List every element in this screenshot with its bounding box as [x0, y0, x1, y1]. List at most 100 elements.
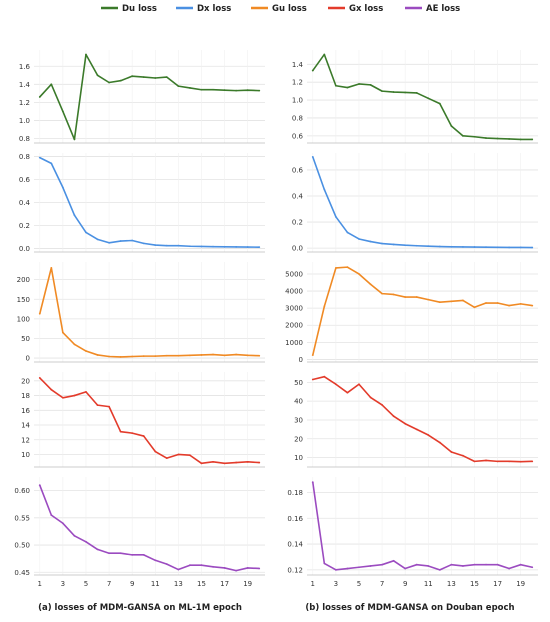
x-tick-label: 3	[334, 580, 338, 588]
data-point	[346, 231, 349, 234]
legend-item-ae-loss: AE loss	[405, 4, 460, 14]
data-point	[235, 569, 238, 572]
data-point	[404, 296, 407, 298]
y-tick-label: 0.12	[287, 566, 303, 574]
data-point	[154, 77, 157, 79]
data-point	[438, 301, 441, 304]
data-point	[96, 354, 99, 356]
data-point	[61, 186, 64, 189]
legend-label: Gu loss	[272, 4, 307, 14]
data-point	[177, 85, 180, 88]
data-point	[108, 552, 110, 555]
data-point	[485, 459, 487, 462]
data-point	[323, 305, 326, 308]
y-tick-label: 0.2	[19, 222, 30, 230]
data-point	[177, 453, 180, 456]
y-tick-label: 1.4	[292, 61, 304, 69]
series-line-ml-1m-ae-loss	[39, 484, 260, 572]
data-point	[346, 266, 349, 269]
data-point	[235, 246, 238, 248]
legend-item-du-loss: Du loss	[101, 4, 157, 14]
data-point	[177, 354, 180, 357]
data-point	[119, 79, 122, 82]
data-point	[415, 563, 418, 566]
x-tick-label: 11	[151, 580, 160, 588]
data-point	[369, 396, 372, 399]
data-point	[73, 138, 76, 141]
data-point	[311, 69, 314, 72]
y-tick-label: 100	[17, 315, 30, 323]
data-point	[108, 81, 110, 84]
y-tick-label: 10	[21, 451, 30, 459]
x-tick-label: 9	[130, 580, 134, 588]
y-tick-label: 2000	[285, 322, 303, 330]
data-point	[50, 266, 53, 269]
data-point	[223, 567, 226, 569]
y-tick-label: 0.6	[292, 166, 304, 174]
data-point	[531, 246, 534, 249]
data-point	[189, 354, 191, 357]
data-point	[358, 273, 360, 275]
y-tick-label: 0.0	[19, 245, 30, 253]
data-point	[200, 564, 203, 567]
y-tick-label: 50	[294, 379, 303, 387]
data-point	[96, 238, 99, 241]
data-point	[462, 299, 464, 302]
data-point	[334, 568, 337, 571]
data-point	[415, 296, 418, 298]
data-point	[450, 125, 453, 127]
data-point	[473, 306, 476, 309]
data-point	[496, 302, 499, 304]
data-point	[508, 304, 511, 307]
data-point	[189, 454, 191, 457]
series-line-ml-1m-gu-loss	[38, 267, 260, 358]
caption-left: (a) losses of MDM-GANSA on ML-1M epoch	[38, 603, 242, 613]
data-point	[131, 239, 134, 242]
data-point	[85, 231, 87, 234]
data-point	[519, 138, 522, 141]
data-point	[450, 245, 453, 248]
data-point	[85, 390, 87, 393]
data-point	[473, 135, 476, 138]
data-point	[131, 553, 134, 556]
y-tick-label: 40	[294, 398, 303, 406]
data-point	[323, 53, 326, 56]
data-point	[61, 396, 64, 399]
data-point	[531, 138, 534, 141]
data-point	[438, 245, 441, 248]
data-point	[200, 354, 203, 356]
x-tick-label: 13	[447, 580, 456, 588]
data-point	[212, 565, 214, 568]
data-point	[369, 565, 372, 567]
data-point	[381, 563, 383, 566]
caption-right: (b) losses of MDM-GANSA on Douban epoch	[305, 603, 514, 613]
data-point	[119, 240, 122, 242]
data-point	[246, 567, 249, 569]
y-tick-label: 5000	[285, 270, 303, 278]
data-point	[85, 350, 87, 352]
data-point	[142, 242, 145, 245]
data-point	[235, 461, 238, 464]
data-point	[38, 484, 41, 487]
y-tick-label: 0	[26, 355, 30, 363]
data-point	[519, 302, 522, 305]
data-point	[323, 562, 326, 565]
panel-douban-gx-loss: 10 20 30 40 50	[294, 372, 538, 468]
y-tick-label: 0.60	[14, 487, 30, 495]
data-point	[142, 553, 145, 556]
data-point	[223, 462, 226, 465]
x-tick-label: 5	[357, 580, 361, 588]
data-point	[323, 375, 326, 378]
data-point	[142, 435, 145, 437]
y-tick-label: 50	[21, 335, 30, 343]
data-point	[200, 245, 203, 248]
x-tick-label: 13	[174, 580, 183, 588]
data-point	[189, 87, 191, 89]
x-tick-label: 7	[380, 580, 384, 588]
data-point	[519, 246, 522, 249]
x-tick-label: 15	[470, 580, 479, 588]
data-point	[381, 292, 383, 295]
data-point	[311, 378, 314, 381]
data-point	[369, 283, 372, 286]
data-point	[108, 241, 110, 244]
